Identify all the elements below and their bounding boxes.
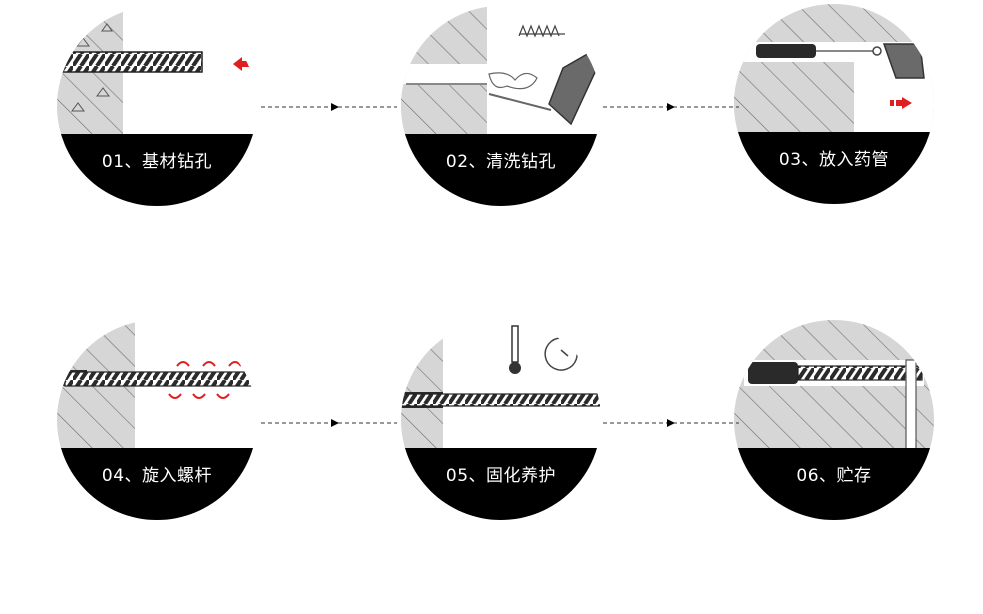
step-2-cleaning: 02、清洗钻孔 [401,6,601,206]
drilling-illustration [57,6,250,136]
cleaning-illustration [401,6,598,136]
storage-illustration [734,320,934,451]
thermometer-icon [511,325,519,363]
threaded-rod [64,371,257,387]
caption-band [734,132,934,204]
step-caption: 04、旋入螺杆 [101,466,213,486]
connector-arrow-5-6 [603,419,739,427]
step-caption: 06、贮存 [796,466,872,486]
dust-cloud [488,72,538,90]
capsule-illustration [734,4,934,134]
brush-icon [518,24,560,38]
step-3-insert-capsule: 03、放入药管 [734,4,934,204]
right-arrow-icon [890,97,912,109]
left-arrow-icon [233,57,250,71]
step-caption: 01、基材钻孔 [101,152,213,172]
resin-capsule [756,44,816,58]
blower-pump-icon [548,50,598,126]
cured-resin [748,362,798,384]
caption-band [401,448,601,520]
curing-illustration [401,320,601,450]
fixture-plate [905,359,917,451]
step-5-curing: 05、固化养护 [401,320,601,520]
connector-arrow-2-3 [603,103,739,111]
push-tool-icon [882,43,925,79]
threaded-rod [797,365,923,381]
clock-icon [544,337,578,371]
step-caption: 03、放入药管 [778,150,890,170]
connector-arrow-4-5 [261,419,397,427]
caption-band [734,448,934,520]
drill-bit [57,51,203,73]
caption-band [401,134,601,206]
step-4-screw-rod: 04、旋入螺杆 [57,320,257,520]
caption-band [57,134,257,206]
screw-rod-illustration [57,320,257,450]
step-1-drilling: 01、基材钻孔 [57,6,257,206]
step-6-storage: 06、贮存 [734,320,934,520]
rotation-arrow-icon [176,361,242,367]
step-caption: 05、固化养护 [445,466,557,486]
caption-band [57,448,257,520]
step-caption: 02、清洗钻孔 [445,152,557,172]
threaded-rod [401,393,601,407]
concrete-wall [401,320,443,450]
connector-arrow-1-2 [261,103,397,111]
